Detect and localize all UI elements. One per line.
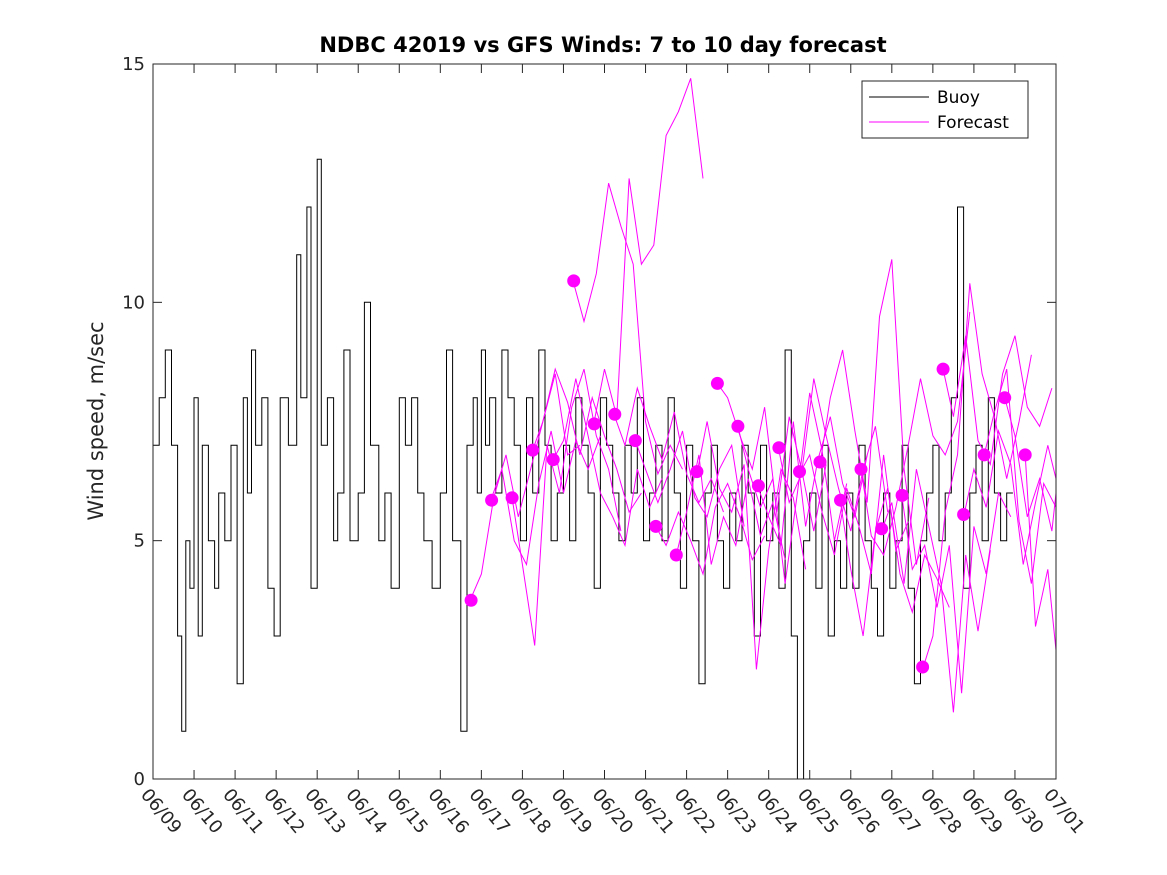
forecast-line-11 xyxy=(675,454,786,565)
y-tick-label: 15 xyxy=(122,54,145,75)
forecast-line-27 xyxy=(1004,397,1057,532)
legend-box xyxy=(861,80,1029,139)
forecast-marker-16 xyxy=(772,441,786,455)
forecast-marker-11 xyxy=(669,548,683,562)
forecast-line-24 xyxy=(942,335,1053,467)
forecast-marker-26 xyxy=(977,448,991,462)
forecast-marker-20 xyxy=(854,462,868,476)
forecast-line-28 xyxy=(1024,454,1057,651)
forecast-line-5 xyxy=(552,378,663,548)
forecast-marker-28 xyxy=(1018,448,1032,462)
legend-entry-buoy: Buoy xyxy=(937,88,980,108)
forecast-marker-13 xyxy=(710,376,724,390)
forecast-line-22 xyxy=(901,491,1012,694)
forecast-marker-4 xyxy=(526,443,540,457)
y-axis-label: Wind speed, m/sec xyxy=(84,321,108,520)
legend-entry-forecast: Forecast xyxy=(937,113,1009,133)
forecast-marker-2 xyxy=(485,493,499,507)
forecast-line-3 xyxy=(511,368,622,646)
forecast-line-13 xyxy=(716,383,827,532)
forecast-line-6 xyxy=(573,183,683,476)
forecast-marker-17 xyxy=(793,465,806,479)
forecast-line-26 xyxy=(983,368,1057,584)
forecast-marker-1 xyxy=(464,593,478,607)
forecast-marker-12 xyxy=(690,465,704,479)
forecast-marker-3 xyxy=(505,491,519,505)
forecast-line-7 xyxy=(593,78,704,422)
plot-area xyxy=(153,78,1057,780)
forecast-line-16 xyxy=(778,378,889,532)
forecast-line-8 xyxy=(614,386,724,513)
forecast-marker-21 xyxy=(875,522,889,536)
forecast-line-9 xyxy=(634,430,745,527)
forecast-marker-15 xyxy=(751,479,765,493)
legend: Buoy Forecast xyxy=(861,80,1029,139)
forecast-marker-10 xyxy=(649,519,663,533)
forecast-line-21 xyxy=(881,469,991,713)
forecast-marker-19 xyxy=(834,493,847,507)
forecast-markers xyxy=(464,274,1032,674)
forecast-line-2 xyxy=(491,430,601,567)
forecast-line-1 xyxy=(470,373,581,599)
forecast-marker-8 xyxy=(608,407,622,421)
forecast-line-25 xyxy=(963,429,1057,565)
y-tick-label: 5 xyxy=(134,531,145,552)
forecast-marker-7 xyxy=(587,417,601,431)
forecast-line-15 xyxy=(757,416,868,546)
forecast-marker-27 xyxy=(998,391,1012,405)
forecast-line-10 xyxy=(655,482,766,576)
forecast-marker-6 xyxy=(567,274,581,288)
forecast-line-18 xyxy=(819,259,930,565)
forecast-line-20 xyxy=(860,311,971,557)
forecast-marker-25 xyxy=(957,508,971,521)
forecast-marker-24 xyxy=(936,362,950,376)
chart-title: NDBC 42019 vs GFS Winds: 7 to 10 day for… xyxy=(319,33,886,57)
forecast-marker-18 xyxy=(813,455,827,469)
forecast-marker-9 xyxy=(628,434,642,448)
forecast-marker-14 xyxy=(731,419,745,433)
y-tick-label: 10 xyxy=(122,292,145,313)
forecast-line-19 xyxy=(840,488,950,637)
forecast-marker-23 xyxy=(916,660,930,674)
y-tick-label: 0 xyxy=(134,769,145,790)
forecast-marker-22 xyxy=(895,488,909,502)
forecast-marker-5 xyxy=(546,453,560,467)
